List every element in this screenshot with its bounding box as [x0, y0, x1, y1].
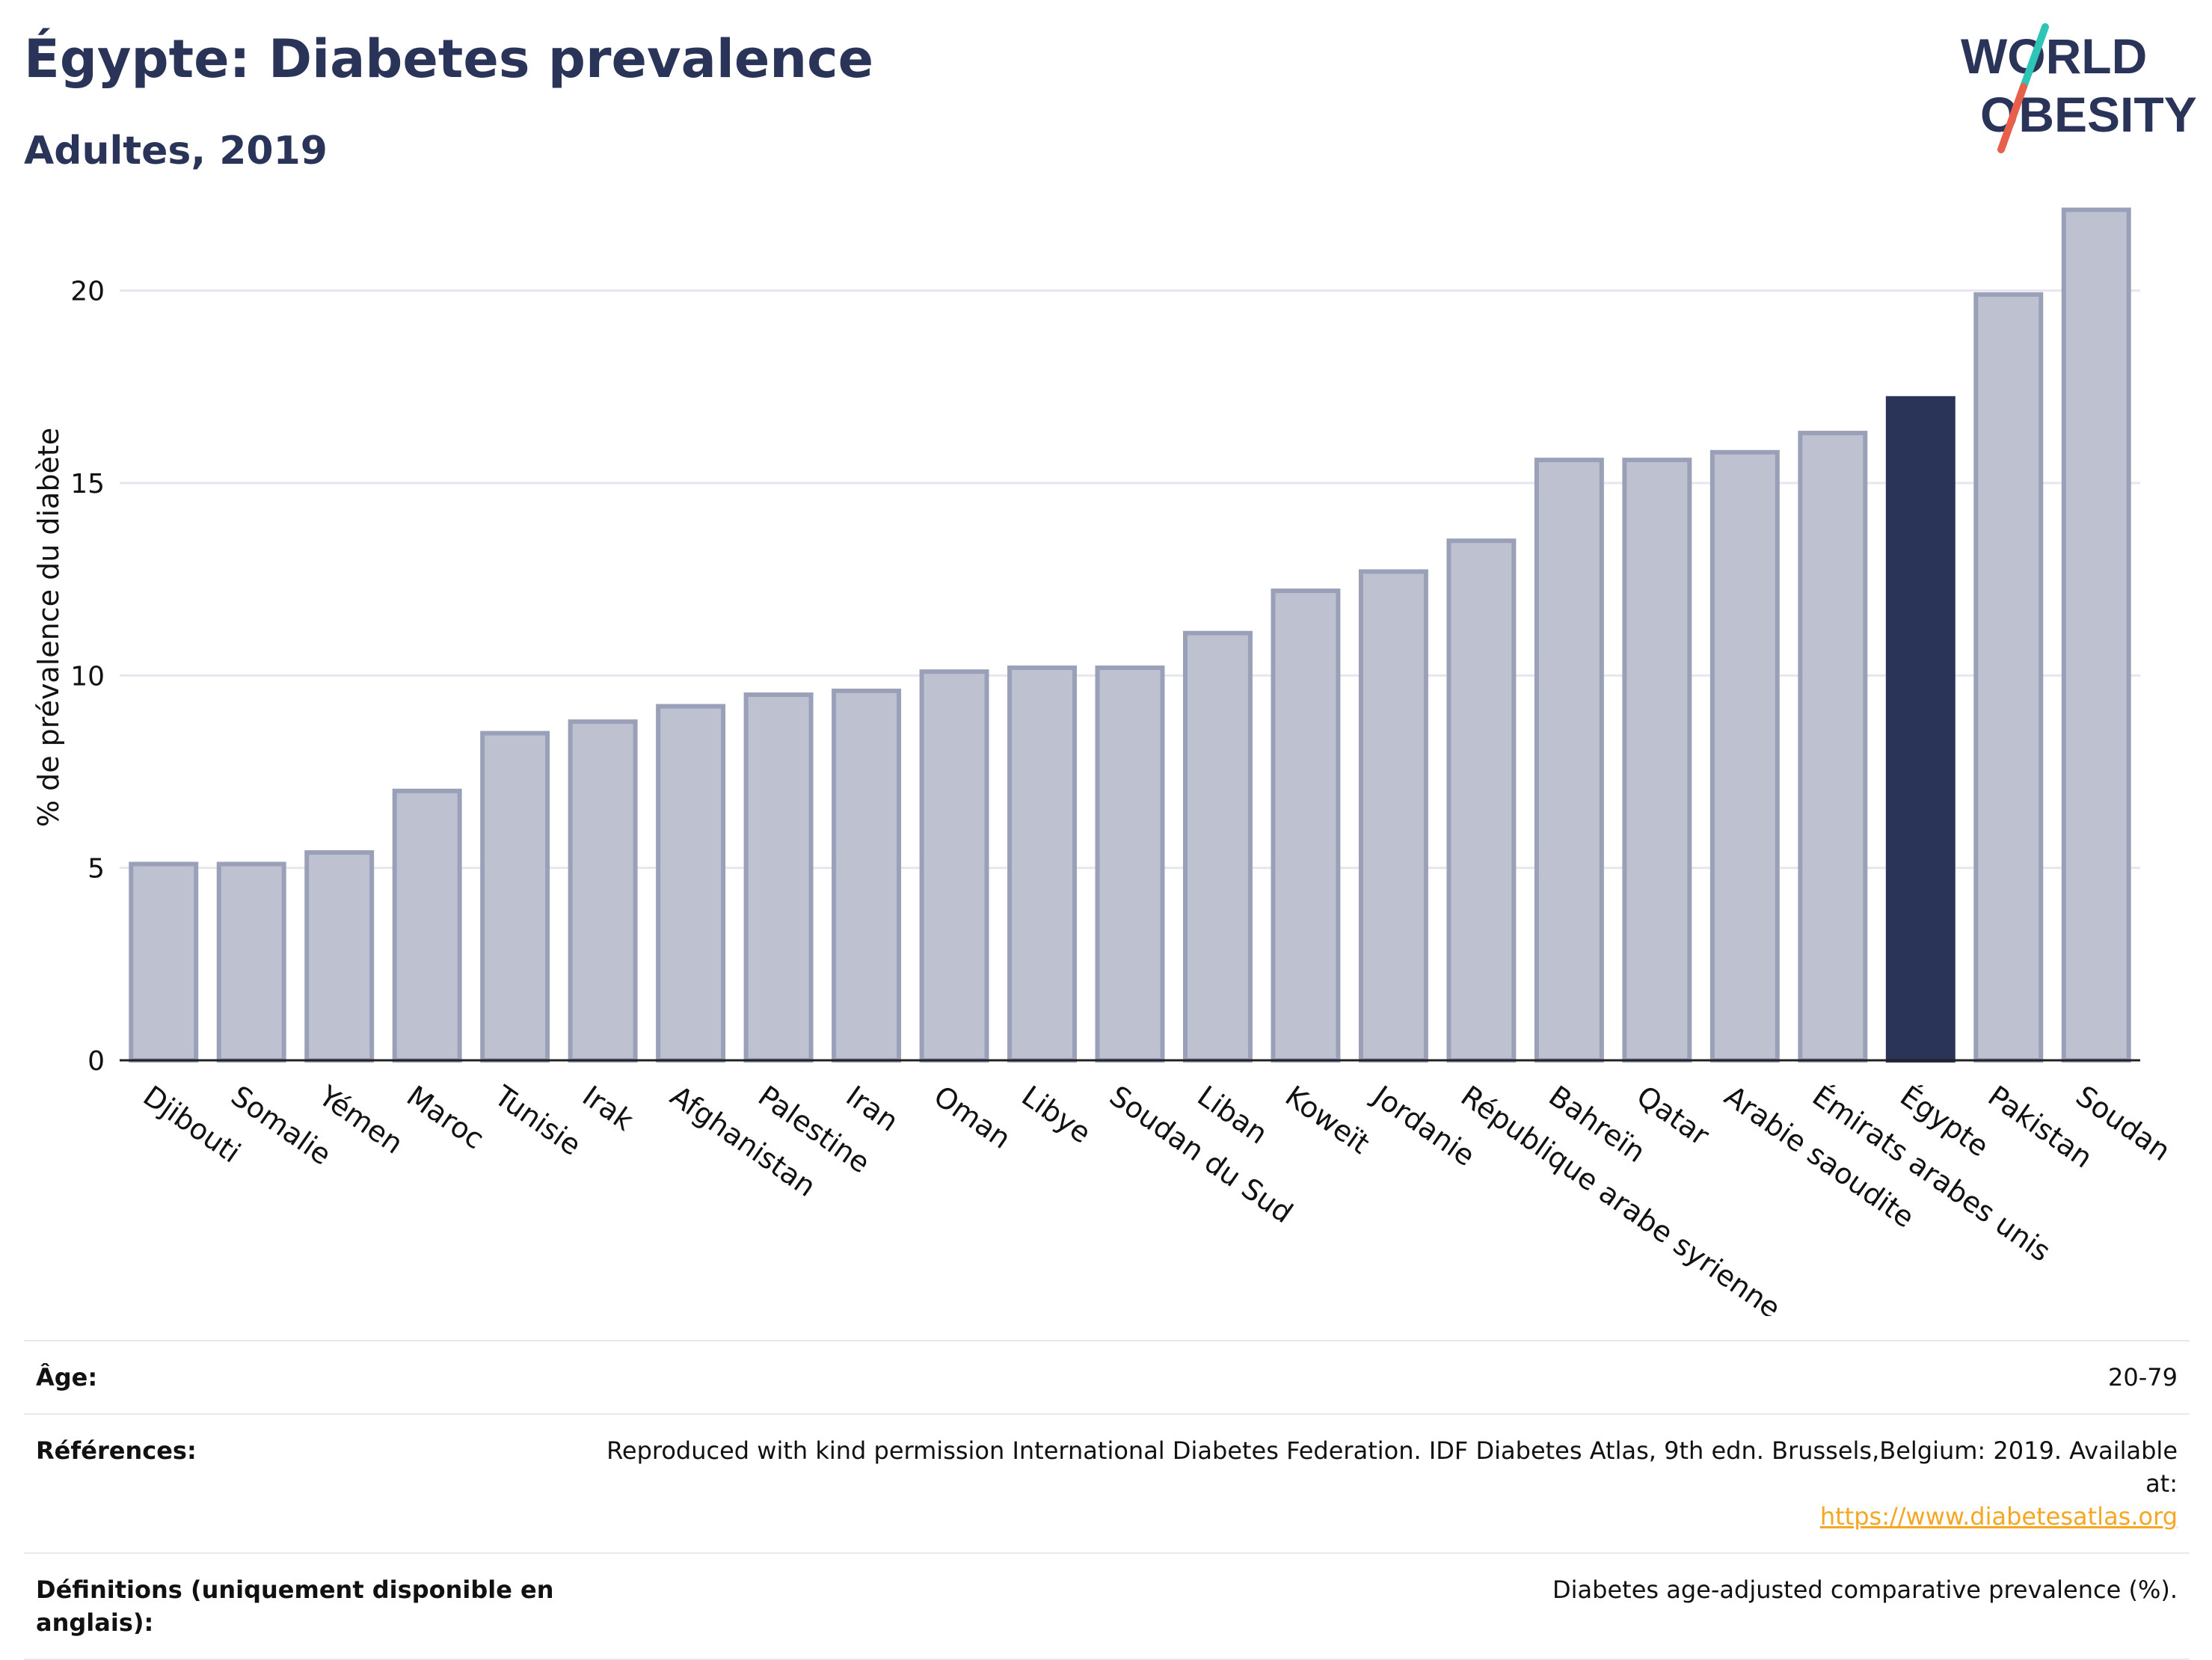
- y-tick-label: 15: [70, 469, 105, 499]
- bar-20[interactable]: [1885, 396, 1956, 1063]
- x-tick-label: Libye: [1016, 1079, 1097, 1149]
- bar-3[interactable]: [392, 788, 462, 1063]
- bar-4[interactable]: [480, 731, 550, 1063]
- logo-accent-teal: [2020, 23, 2049, 90]
- bar-2[interactable]: [304, 850, 375, 1063]
- bar-chart: 0 5 10 15 20 DjiboutiSomalieYémenMarocTunisi…: [32, 207, 2177, 1316]
- bar-0[interactable]: [129, 861, 199, 1063]
- info-row-references: Références: Reproduced with kind permiss…: [24, 1414, 2190, 1553]
- x-tick-label: Jordanie: [1366, 1078, 1481, 1172]
- bar-22[interactable]: [2061, 207, 2131, 1063]
- bar-13[interactable]: [1271, 588, 1341, 1063]
- x-tick-label: Maroc: [401, 1079, 490, 1155]
- y-tick-label: 10: [70, 661, 105, 692]
- x-tick-label: Koweït: [1279, 1079, 1376, 1160]
- bar-7[interactable]: [743, 692, 814, 1063]
- bar-9[interactable]: [919, 669, 989, 1063]
- bar-11[interactable]: [1095, 665, 1165, 1063]
- bar-10[interactable]: [1007, 665, 1077, 1063]
- world-obesity-logo[interactable]: WORLD OBESITY: [1959, 21, 2206, 156]
- bar-15[interactable]: [1446, 538, 1517, 1063]
- references-link[interactable]: https://www.diabetesatlas.org: [1819, 1502, 2178, 1531]
- y-tick-label: 5: [87, 854, 105, 885]
- bar-5[interactable]: [568, 719, 638, 1063]
- references-text: Reproduced with kind permission Internat…: [606, 1436, 2178, 1498]
- info-row-age: Âge: 20-79: [24, 1341, 2190, 1414]
- y-tick-label: 0: [87, 1046, 105, 1077]
- x-tick-label: Oman: [928, 1079, 1017, 1155]
- bar-21[interactable]: [1973, 292, 2044, 1063]
- references-label: Références:: [36, 1436, 197, 1465]
- y-axis-label: % de prévalence du diabète: [32, 428, 65, 827]
- definitions-label: Définitions (uniquement disponible en an…: [36, 1576, 554, 1637]
- age-label: Âge:: [36, 1363, 98, 1392]
- x-tick-label: Djibouti: [138, 1079, 247, 1169]
- references-value: Reproduced with kind permission Internat…: [571, 1414, 2190, 1553]
- bar-14[interactable]: [1358, 569, 1428, 1063]
- logo-accent-coral: [1997, 83, 2027, 153]
- bar-6[interactable]: [656, 704, 726, 1063]
- x-tick-label: Iran: [840, 1079, 904, 1138]
- info-row-definitions: Définitions (uniquement disponible en an…: [24, 1553, 2190, 1659]
- x-tick-label: Somalie: [225, 1079, 337, 1171]
- logo-line1: WORLD: [1961, 28, 2147, 84]
- chart-subtitle: Adultes, 2019: [24, 129, 328, 173]
- bar-18[interactable]: [1709, 449, 1780, 1063]
- y-tick-labels: 0 5 10 15 20: [70, 277, 105, 1077]
- bars: [129, 207, 2131, 1063]
- chart-title: Égypte: Diabetes prevalence: [24, 28, 874, 90]
- bar-19[interactable]: [1798, 431, 1868, 1063]
- x-tick-label: Irak: [577, 1079, 639, 1137]
- y-tick-label: 20: [70, 277, 105, 307]
- age-value: 20-79: [2108, 1363, 2178, 1392]
- info-table: Âge: 20-79 Références: Reproduced with k…: [24, 1340, 2190, 1660]
- bar-16[interactable]: [1534, 458, 1604, 1063]
- bar-1[interactable]: [216, 861, 286, 1063]
- bar-8[interactable]: [832, 688, 902, 1063]
- definitions-value: Diabetes age-adjusted comparative preval…: [1552, 1576, 2178, 1604]
- bar-17[interactable]: [1622, 458, 1692, 1063]
- x-tick-label: Tunisie: [488, 1079, 587, 1162]
- bar-12[interactable]: [1183, 630, 1253, 1063]
